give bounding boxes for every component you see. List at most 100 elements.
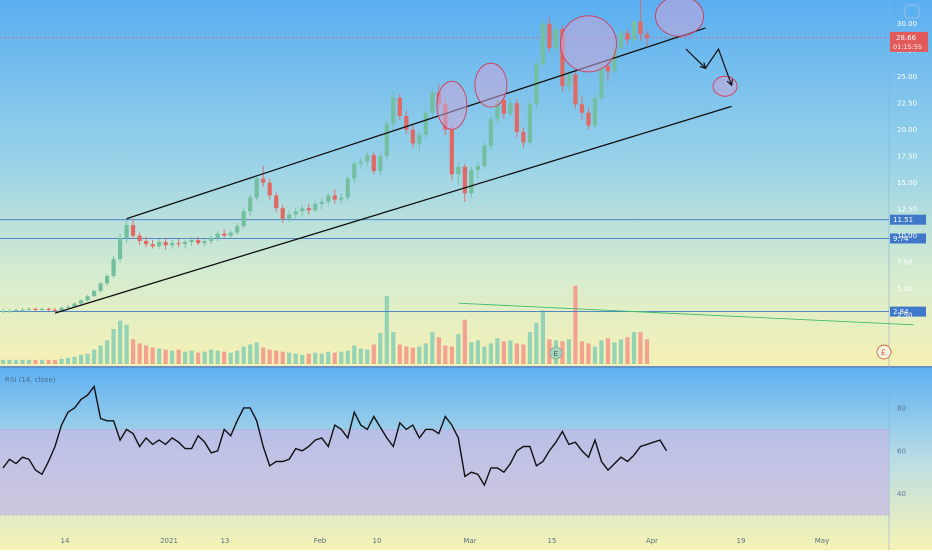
time-tick-label: Apr bbox=[646, 537, 658, 545]
candle-body bbox=[521, 131, 526, 143]
volume-bar bbox=[547, 339, 552, 364]
volume-bar bbox=[104, 340, 110, 364]
highlight-ellipse[interactable] bbox=[436, 80, 468, 130]
event-badge[interactable] bbox=[549, 346, 563, 360]
highlight-ellipse[interactable] bbox=[474, 62, 508, 108]
volume-bar bbox=[163, 349, 168, 364]
highlight-ellipse[interactable] bbox=[712, 75, 738, 97]
volume-bar bbox=[209, 349, 214, 364]
candle-body bbox=[397, 97, 402, 116]
currency-icon-glyph: £ bbox=[881, 348, 886, 357]
candle-body bbox=[384, 123, 389, 157]
candle-body bbox=[39, 308, 45, 310]
volume-bar bbox=[436, 337, 441, 364]
volume-bar bbox=[326, 351, 331, 364]
volume-bar bbox=[521, 344, 526, 364]
currency-icon[interactable] bbox=[876, 344, 892, 360]
volume-bar bbox=[508, 340, 513, 364]
candle-body bbox=[72, 303, 77, 307]
time-tick-label: Feb bbox=[314, 537, 327, 545]
candle-body bbox=[202, 241, 207, 244]
price-tick-label: 2.50 bbox=[897, 312, 913, 320]
volume-bar bbox=[449, 346, 454, 364]
candle-body bbox=[293, 211, 298, 215]
candle-body bbox=[579, 104, 585, 113]
channel-line-lower[interactable] bbox=[54, 105, 732, 314]
volume-bar bbox=[397, 344, 402, 364]
hline-label: 11.51 bbox=[893, 216, 913, 224]
volume-bar bbox=[404, 346, 409, 364]
candle-body bbox=[566, 74, 572, 87]
volume-bar bbox=[378, 333, 383, 364]
volume-bar bbox=[254, 342, 259, 364]
volume-bar bbox=[33, 359, 38, 364]
candle-body bbox=[306, 208, 311, 211]
candle-body bbox=[313, 203, 318, 211]
volume-bar bbox=[313, 352, 318, 364]
volume-bar bbox=[52, 359, 58, 364]
volume-bar bbox=[78, 354, 84, 364]
volume-bar bbox=[638, 332, 643, 364]
highlight-ellipse[interactable] bbox=[655, 0, 704, 37]
volume-bar bbox=[625, 337, 630, 364]
candle-body bbox=[52, 309, 58, 311]
candle-body bbox=[144, 241, 149, 245]
volume-bar bbox=[170, 350, 175, 364]
candle-body bbox=[599, 66, 604, 98]
candle-body bbox=[46, 308, 51, 310]
hline-label-bg bbox=[890, 306, 926, 317]
volume-bar bbox=[560, 341, 565, 364]
candle-body bbox=[78, 300, 84, 304]
candle-body bbox=[183, 242, 188, 245]
volume-bar bbox=[215, 350, 220, 364]
price-tick-label: 32.50 bbox=[897, 0, 917, 2]
candle-body bbox=[371, 155, 376, 172]
hline-label-bg bbox=[890, 233, 926, 244]
volume-bar bbox=[456, 334, 461, 364]
candle-body bbox=[65, 306, 71, 308]
projection-path[interactable] bbox=[685, 47, 733, 86]
candle-body bbox=[85, 296, 90, 301]
candle-body bbox=[248, 197, 253, 212]
highlight-ellipse[interactable] bbox=[560, 15, 617, 73]
volume-bar bbox=[300, 354, 305, 364]
volume-bar bbox=[261, 347, 266, 364]
candle-body bbox=[176, 243, 181, 245]
volume-bar bbox=[306, 353, 311, 364]
rsi-title: RSI (14, close) bbox=[5, 376, 56, 384]
candle-body bbox=[638, 21, 643, 35]
volume-bar bbox=[462, 319, 467, 364]
candle-body bbox=[13, 309, 19, 311]
rsi-line[interactable] bbox=[2, 384, 668, 487]
candle-body bbox=[540, 23, 546, 64]
hline-label: 2.84 bbox=[893, 308, 909, 316]
volume-bar bbox=[248, 344, 253, 364]
volume-bar bbox=[612, 342, 617, 364]
candle-body bbox=[59, 307, 64, 311]
candle-body bbox=[573, 74, 578, 105]
candle-body bbox=[482, 145, 487, 166]
volume-bar bbox=[7, 359, 12, 364]
candle-body bbox=[547, 23, 552, 49]
volume-bar bbox=[293, 353, 298, 364]
volume-bar bbox=[618, 339, 624, 364]
volume-bar bbox=[183, 351, 188, 364]
volume-trendline[interactable] bbox=[458, 302, 914, 326]
time-tick-label: 14 bbox=[61, 537, 70, 545]
rsi-tick-label: 80 bbox=[897, 404, 906, 412]
candle-body bbox=[98, 283, 103, 291]
volume-bar bbox=[59, 358, 64, 364]
candle-body bbox=[300, 208, 305, 212]
candle-body bbox=[553, 29, 559, 49]
candle-body bbox=[644, 34, 650, 38]
hline-label: 9.74 bbox=[893, 235, 909, 243]
volume-bar bbox=[417, 346, 422, 364]
volume-bar bbox=[592, 346, 598, 364]
volume-bar bbox=[157, 348, 162, 364]
top-right-icon[interactable] bbox=[904, 4, 920, 19]
volume-bar bbox=[352, 345, 357, 364]
volume-bar bbox=[241, 346, 246, 364]
price-tick-label: 25.00 bbox=[897, 73, 917, 81]
candle-body bbox=[488, 119, 493, 146]
